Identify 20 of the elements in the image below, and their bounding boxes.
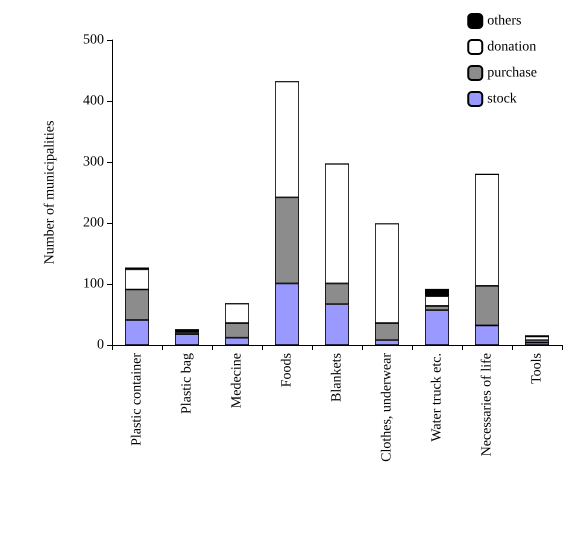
x-tick-label: Medecine — [230, 353, 244, 408]
legend-label: purchase — [487, 66, 538, 80]
x-tick-label: Blankets — [330, 353, 344, 402]
legend-label: donation — [487, 40, 536, 54]
legend-label: stock — [487, 92, 517, 106]
y-tick-label: 400 — [83, 94, 104, 108]
x-tick-label: Plastic bag — [180, 353, 194, 414]
y-axis-title: Number of municipalities — [42, 120, 58, 264]
y-tick-label: 500 — [83, 32, 104, 48]
y-tick-label: 300 — [83, 154, 104, 170]
y-tick-label: 0 — [97, 338, 104, 352]
x-tick-label: Water truck etc. — [430, 353, 444, 442]
x-tick-label: Foods — [280, 353, 294, 388]
y-tick-label: 100 — [83, 276, 104, 292]
x-tick-label: Necessaries of life — [480, 353, 494, 456]
x-tick-label: Tools — [530, 353, 544, 384]
legend-label: others — [487, 14, 522, 28]
x-tick-label: Plastic container — [130, 352, 144, 446]
y-tick-label: 200 — [83, 216, 104, 230]
x-tick-label: Clothes, underwear — [380, 352, 394, 462]
